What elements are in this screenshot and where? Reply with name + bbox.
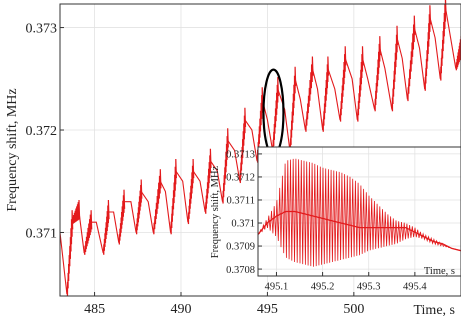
y-tick-label: 0.372 <box>26 124 58 139</box>
plot-frame <box>257 146 461 277</box>
y-tick-label: 0.371 <box>231 219 255 230</box>
series-burst <box>71 199 81 225</box>
main-chart: 485 490 495 500 0.371 0.372 0.373 Time, s Freque… <box>5 0 461 318</box>
series-burst <box>322 56 330 132</box>
x-tick-label: 495.1 <box>265 282 289 293</box>
y-tick-label: 0.3713 <box>226 150 255 161</box>
y-tick-label: 0.3709 <box>226 242 255 253</box>
series-burst <box>272 76 279 153</box>
x-tick-label: 495 <box>257 302 278 317</box>
series-burst <box>239 107 247 184</box>
series-burst <box>391 25 399 112</box>
x-tick-label: 495.4 <box>403 282 427 293</box>
series-burst <box>304 56 314 132</box>
x-tick-label: 495.3 <box>357 282 381 293</box>
series-burst <box>406 15 416 102</box>
series-burst <box>152 169 162 235</box>
series-burst <box>187 158 195 225</box>
y-tick-label: 0.3711 <box>227 196 256 207</box>
x-tick-label: 485 <box>84 302 105 317</box>
y-tick-label: 0.3712 <box>226 173 255 184</box>
y-axis-label: Frequency shift, MHz <box>210 165 221 258</box>
series-mean-line <box>257 210 461 252</box>
series-burst <box>170 158 177 235</box>
series-burst <box>455 36 461 71</box>
x-axis-label: Time, s <box>424 266 455 277</box>
series-burst <box>289 66 297 153</box>
series-burst <box>135 179 143 235</box>
series-burst <box>102 199 110 255</box>
series-oscillation <box>257 158 461 267</box>
series-burst <box>83 210 93 255</box>
plot-frame <box>59 3 461 297</box>
series-burst <box>66 210 74 296</box>
inset-chart: 495.1 495.2 495.3 495.4 0.3708 0.3709 0.371 0.3… <box>210 146 461 293</box>
y-axis-label: Frequency shift, MHz <box>5 88 20 211</box>
series-burst <box>118 189 126 245</box>
series-burst <box>424 5 432 91</box>
y-tick-label: 0.373 <box>26 21 58 36</box>
series-burst <box>221 128 229 204</box>
x-tick-label: 500 <box>343 302 364 317</box>
x-axis-label: Time, s <box>413 303 455 318</box>
x-tick-label: 495.2 <box>311 282 335 293</box>
x-tick-label: 490 <box>170 302 191 317</box>
series-burst <box>339 46 347 122</box>
series-burst <box>356 46 364 122</box>
series-burst <box>204 148 212 214</box>
y-tick-label: 0.3708 <box>226 265 255 276</box>
series-burst <box>439 0 447 81</box>
y-tick-label: 0.371 <box>26 226 58 241</box>
series-burst <box>374 36 381 112</box>
